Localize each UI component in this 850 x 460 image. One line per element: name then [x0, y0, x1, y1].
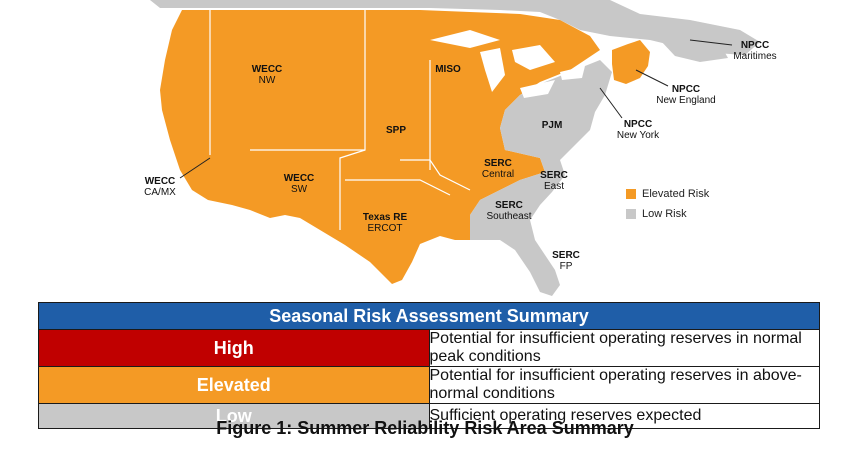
region-subname: FP	[559, 261, 573, 272]
region-code: MISO	[435, 64, 461, 75]
region-label-serc-central: SERC Central	[482, 158, 514, 180]
risk-description-cell: Sufficient operating reserves expected	[428, 403, 820, 429]
table-row-elevated: Elevated Potential for insufficient oper…	[38, 366, 820, 404]
legend-item-low: Low Risk	[626, 204, 709, 224]
risk-level-cell: High	[38, 329, 430, 367]
region-code: WECC	[251, 64, 283, 75]
callout-subname: Maritimes	[733, 51, 777, 62]
risk-level-cell: Elevated	[38, 366, 430, 404]
risk-map: WECC NW MISO SPP PJM WECC SW SERC Centra…	[144, 0, 777, 296]
callout-lines	[179, 39, 733, 179]
risk-summary-table: Seasonal Risk Assessment Summary High Po…	[38, 302, 820, 429]
region-label-wecc-nw: WECC NW	[252, 64, 283, 86]
callout-wecc-ca-mx: WECC CA/MX	[144, 176, 176, 198]
risk-description-cell: Potential for insufficient operating res…	[428, 366, 820, 404]
region-code: SERC	[552, 250, 580, 261]
region-label-miso: MISO	[435, 64, 461, 75]
canada-landmass	[150, 0, 760, 55]
region-code: WECC	[283, 173, 315, 184]
map-graphic	[150, 0, 760, 296]
region-code: SERC	[484, 158, 512, 169]
region-code: Texas RE	[362, 212, 408, 223]
callout-npcc-maritimes: NPCC Maritimes	[733, 40, 776, 62]
callout-code: WECC	[144, 176, 176, 187]
region-label-pjm: PJM	[542, 120, 563, 131]
region-subname: NW	[258, 75, 276, 86]
region-subname: Central	[481, 169, 515, 180]
callout-npcc-new-york: NPCC New York	[617, 119, 659, 141]
region-code: SPP	[385, 125, 407, 136]
legend-swatch	[626, 189, 636, 199]
region-label-wecc-sw: WECC SW	[284, 173, 315, 195]
region-subname: Southeast	[486, 211, 532, 222]
legend-swatch	[626, 209, 636, 219]
table-row-low: Low Sufficient operating reserves expect…	[38, 403, 820, 429]
callout-code: NPCC	[671, 84, 701, 95]
region-borders	[209, 10, 471, 230]
callout-subname: New England	[656, 95, 716, 106]
callout-subname: CA/MX	[144, 187, 176, 198]
callout-code: NPCC	[740, 40, 770, 51]
new-england-region	[612, 40, 650, 84]
region-code: SERC	[540, 170, 568, 181]
region-subname: SW	[290, 184, 308, 195]
risk-description-cell: Potential for insufficient operating res…	[428, 329, 820, 367]
region-label-texas-re: Texas RE ERCOT	[363, 212, 407, 234]
region-code: SERC	[495, 200, 523, 211]
map-legend: Elevated Risk Low Risk	[626, 184, 709, 224]
low-region-area	[470, 60, 612, 296]
region-label-serc-east: SERC East	[540, 170, 568, 192]
callout-npcc-new-england: NPCC New England	[656, 84, 715, 106]
region-label-serc-southeast: SERC Southeast	[486, 200, 531, 222]
table-row-high: High Potential for insufficient operatin…	[38, 329, 820, 367]
legend-label: Elevated Risk	[642, 188, 710, 200]
table-title: Seasonal Risk Assessment Summary	[38, 302, 820, 330]
region-subname: East	[543, 181, 565, 192]
region-label-spp: SPP	[386, 125, 406, 136]
risk-level-cell: Low	[38, 403, 430, 429]
legend-item-elevated: Elevated Risk	[626, 184, 709, 204]
great-lakes	[430, 30, 585, 98]
callout-subname: New York	[616, 130, 660, 141]
callout-code: NPCC	[623, 119, 653, 130]
figure-caption: Figure 1: Summer Reliability Risk Area S…	[216, 418, 634, 438]
legend-label: Low Risk	[642, 208, 687, 220]
region-subname: ERCOT	[367, 223, 403, 234]
region-code: PJM	[541, 120, 563, 131]
region-label-serc-fp: SERC FP	[552, 250, 580, 272]
